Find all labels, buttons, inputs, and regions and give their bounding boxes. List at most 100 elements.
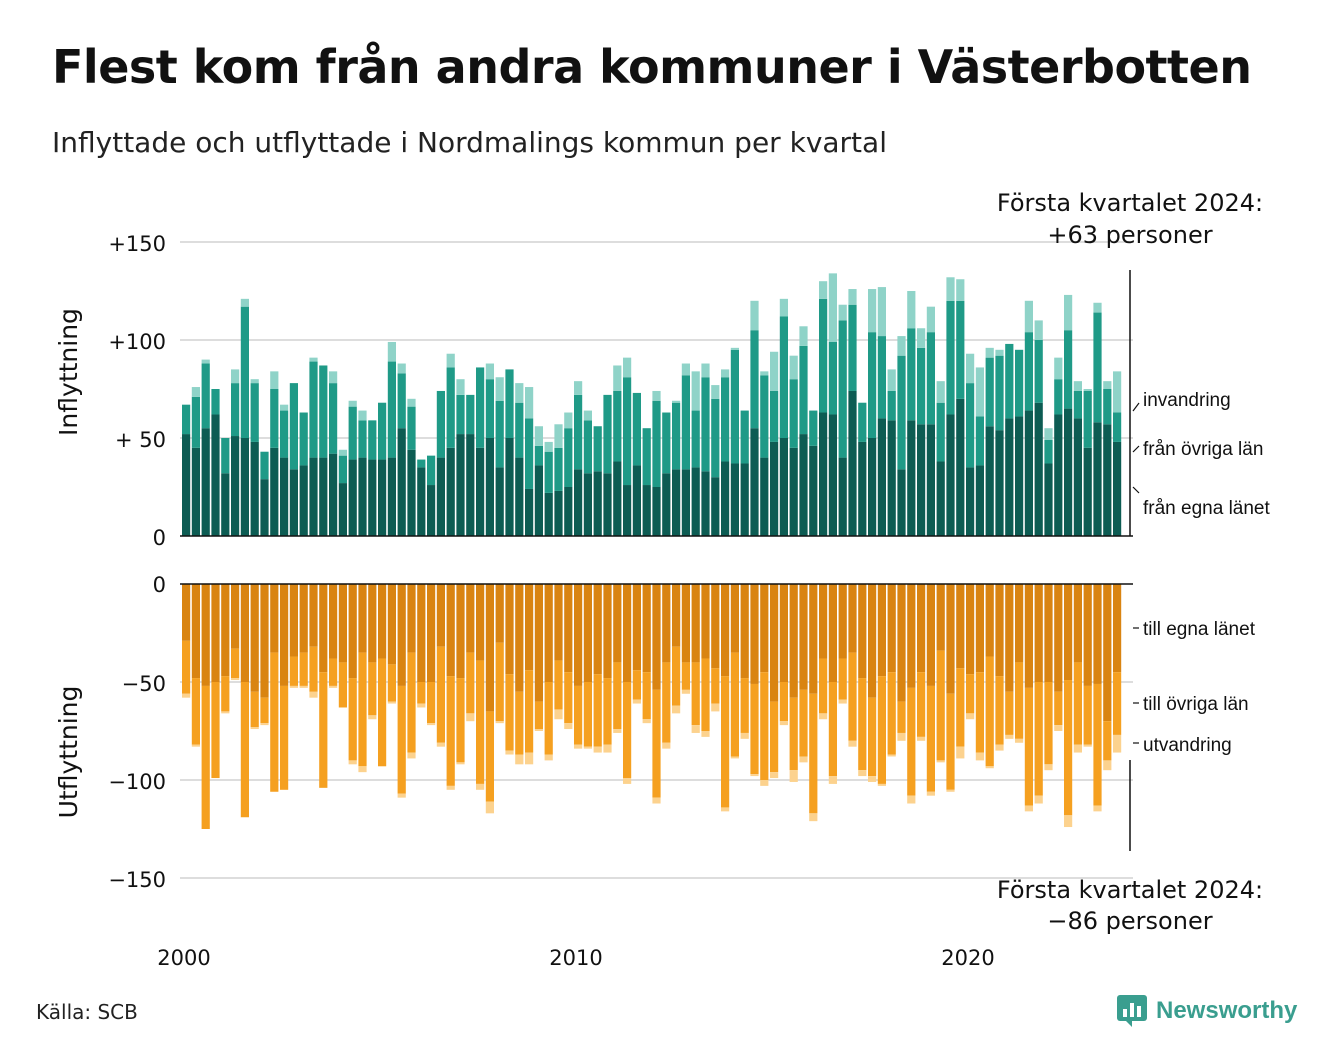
bar-in-own-63: [799, 434, 808, 536]
bar-out-own-22: [397, 584, 406, 686]
bar-out-abroad-76: [926, 791, 935, 796]
bar-out-own-46: [632, 584, 641, 671]
bar-out-abroad-55: [721, 807, 730, 812]
bar-in-other-34: [515, 402, 524, 458]
bar-in-abroad-45: [623, 357, 632, 378]
brand-logo[interactable]: Newsworthy: [1116, 994, 1297, 1028]
bar-out-other-0: [182, 640, 191, 694]
bar-out-own-47: [642, 584, 651, 673]
bar-out-own-94: [1103, 584, 1112, 722]
bar-out-abroad-24: [417, 703, 426, 708]
bar-out-own-70: [868, 584, 877, 698]
bar-in-own-87: [1034, 402, 1043, 536]
bar-in-own-28: [456, 434, 465, 536]
bar-in-other-66: [828, 341, 837, 415]
bar-out-other-32: [495, 642, 504, 722]
bar-in-other-73: [897, 355, 906, 470]
bar-in-abroad-59: [760, 371, 769, 376]
bar-out-own-51: [681, 584, 690, 663]
bar-out-other-81: [975, 672, 984, 753]
bar-out-other-34: [515, 691, 524, 755]
bar-in-other-58: [750, 330, 759, 429]
bar-out-other-49: [662, 662, 671, 743]
bar-in-abroad-65: [819, 281, 828, 299]
bar-out-abroad-47: [642, 719, 651, 724]
bar-out-abroad-23: [407, 752, 416, 759]
bar-out-other-1: [191, 678, 200, 745]
bar-out-other-13: [309, 646, 318, 692]
bar-out-own-25: [427, 584, 436, 682]
bar-in-other-68: [848, 304, 857, 391]
bar-in-own-80: [966, 467, 975, 536]
label-till-ovriga-lan: till övriga län: [1143, 694, 1249, 715]
bar-out-other-23: [407, 652, 416, 753]
bar-in-abroad-78: [946, 277, 955, 301]
bar-in-abroad-79: [956, 279, 965, 301]
bar-in-other-41: [583, 420, 592, 474]
bar-in-own-14: [319, 457, 328, 536]
bar-out-other-61: [779, 682, 788, 722]
bar-in-abroad-71: [877, 287, 886, 337]
bar-in-other-54: [711, 398, 720, 478]
bar-in-abroad-67: [838, 304, 847, 321]
bar-in-other-70: [868, 332, 877, 438]
bar-out-own-11: [289, 584, 298, 657]
bar-out-other-30: [476, 660, 485, 784]
bar-in-own-2: [201, 428, 210, 536]
bar-out-abroad-44: [613, 729, 622, 733]
bar-in-other-11: [289, 383, 298, 470]
bar-out-own-92: [1083, 584, 1092, 686]
bar-in-own-51: [681, 469, 690, 536]
bar-in-other-36: [534, 445, 543, 466]
bar-in-own-85: [1015, 416, 1024, 536]
bar-out-other-4: [221, 676, 230, 712]
bar-out-own-37: [544, 584, 553, 682]
bar-out-other-69: [858, 678, 867, 771]
bar-in-own-78: [946, 414, 955, 536]
bar-in-abroad-56: [730, 347, 739, 350]
bar-out-abroad-91: [1073, 744, 1082, 753]
bar-in-other-20: [378, 402, 387, 460]
bar-out-abroad-60: [770, 772, 779, 779]
bar-out-abroad-33: [505, 750, 514, 755]
bar-in-other-42: [593, 426, 602, 472]
bar-out-other-43: [603, 678, 612, 745]
bar-in-own-24: [417, 467, 426, 536]
bar-in-other-48: [652, 400, 661, 487]
bar-out-own-73: [897, 584, 906, 702]
y-axis-label-outflow: Utflyttning: [54, 686, 83, 819]
bar-in-own-9: [270, 447, 279, 536]
bar-out-abroad-62: [789, 770, 798, 782]
bar-out-other-90: [1064, 680, 1073, 816]
bar-in-abroad-44: [613, 365, 622, 391]
bar-in-own-12: [299, 465, 308, 536]
bar-in-own-91: [1073, 418, 1082, 536]
bar-in-other-25: [427, 455, 436, 486]
bar-out-own-60: [770, 584, 779, 702]
bar-in-abroad-89: [1054, 357, 1063, 380]
bar-out-other-77: [936, 650, 945, 761]
bar-in-other-16: [338, 455, 347, 484]
bar-out-other-71: [877, 676, 886, 784]
bar-out-abroad-82: [985, 766, 994, 769]
bar-in-other-50: [672, 402, 681, 470]
bar-in-own-54: [711, 477, 720, 536]
bar-out-other-18: [358, 652, 367, 767]
bar-out-abroad-85: [1015, 738, 1024, 743]
bar-in-other-87: [1034, 340, 1043, 403]
bar-in-own-44: [613, 461, 622, 536]
bar-in-own-20: [378, 459, 387, 536]
bar-in-abroad-81: [975, 367, 984, 417]
bar-in-abroad-9: [270, 371, 279, 389]
bar-out-own-68: [848, 584, 857, 653]
bar-in-own-71: [877, 418, 886, 536]
bar-out-other-5: [231, 648, 240, 679]
label-invandring: invandring: [1143, 390, 1231, 411]
bar-out-abroad-30: [476, 783, 485, 790]
y-tick-in-50: + 50: [115, 428, 166, 452]
bar-in-other-79: [956, 300, 965, 399]
bar-in-other-85: [1015, 349, 1024, 417]
bar-in-own-69: [858, 441, 867, 536]
bar-out-other-29: [466, 652, 475, 714]
bar-out-own-58: [750, 584, 759, 684]
